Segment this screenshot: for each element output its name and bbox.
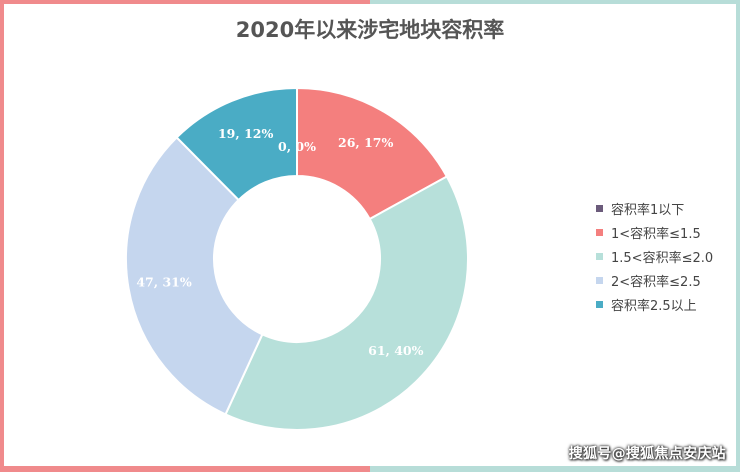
data-label-1: 0, 0%: [278, 139, 316, 154]
legend-item: 容积率2.5以上: [596, 292, 713, 316]
data-label-3: 61, 40%: [368, 343, 423, 358]
frame-border-bottom-left: [0, 466, 370, 472]
legend-item: 1.5<容积率≤2.0: [596, 244, 713, 268]
data-label-5: 19, 12%: [218, 126, 273, 141]
slice-4: [125, 136, 264, 416]
watermark: 搜狐号@搜狐焦点安庆站: [568, 446, 726, 462]
data-label-2: 26, 17%: [338, 135, 393, 150]
legend-swatch: [596, 228, 603, 236]
slice-5: [175, 86, 298, 202]
legend-swatch: [596, 204, 603, 212]
legend: 容积率1以下 1<容积率≤1.5 1.5<容积率≤2.0 2<容积率≤2.5 容积率2.…: [596, 196, 713, 316]
data-label-4: 47, 31%: [136, 274, 191, 289]
frame-border-top-right: [370, 0, 740, 4]
legend-item: 2<容积率≤2.5: [596, 268, 713, 292]
legend-label: 1.5<容积率≤2.0: [611, 250, 714, 266]
legend-label: 2<容积率≤2.5: [611, 274, 701, 290]
legend-label: 1<容积率≤1.5: [611, 226, 701, 242]
legend-label: 容积率2.5以上: [611, 298, 697, 314]
legend-item: 容积率1以下: [596, 196, 713, 220]
legend-label: 容积率1以下: [611, 202, 685, 218]
donut-slices: [125, 86, 469, 431]
data-labels: 0, 0% 26, 17% 61, 40% 47, 31% 19, 12%: [136, 126, 423, 358]
legend-item: 1<容积率≤1.5: [596, 220, 713, 244]
frame-border-left: [0, 0, 4, 472]
frame-border-right: [736, 0, 740, 472]
frame-border-bottom-right: [370, 466, 740, 472]
legend-swatch: [596, 252, 603, 260]
slice-3: [224, 175, 469, 431]
legend-swatch: [596, 300, 603, 308]
slice-2: [296, 86, 449, 221]
chart-title: 2020年以来涉宅地块容积率: [235, 18, 505, 42]
legend-swatch: [596, 276, 603, 284]
frame-border-top-left: [0, 0, 370, 4]
